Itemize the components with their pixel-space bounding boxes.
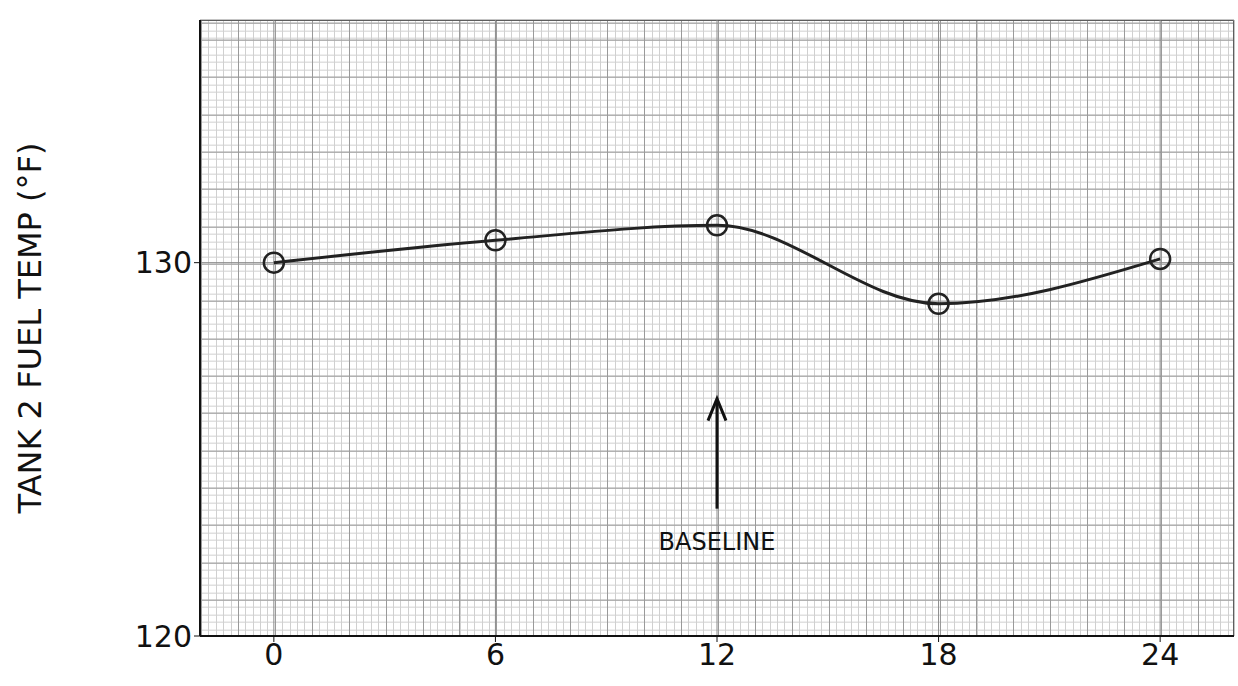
svg-text:130: 130 xyxy=(135,245,192,280)
svg-text:18: 18 xyxy=(919,637,957,672)
svg-text:12: 12 xyxy=(698,637,736,672)
svg-text:BASELINE: BASELINE xyxy=(659,528,776,556)
svg-text:120: 120 xyxy=(135,619,192,654)
svg-text:TANK 2 FUEL TEMP (°F): TANK 2 FUEL TEMP (°F) xyxy=(11,143,49,515)
svg-text:6: 6 xyxy=(486,637,505,672)
svg-text:0: 0 xyxy=(264,637,283,672)
svg-text:24: 24 xyxy=(1141,637,1179,672)
